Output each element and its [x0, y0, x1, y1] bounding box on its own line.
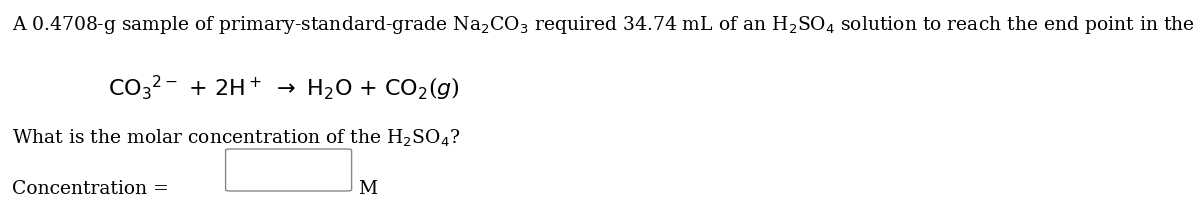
Text: What is the molar concentration of the H$_2$SO$_4$?: What is the molar concentration of the H…	[12, 128, 461, 149]
Text: Concentration =: Concentration =	[12, 180, 175, 198]
Text: A 0.4708-g sample of primary-standard-grade Na$_2$CO$_3$ required 34.74 mL of an: A 0.4708-g sample of primary-standard-gr…	[12, 14, 1200, 36]
FancyBboxPatch shape	[226, 149, 352, 191]
Text: $\mathrm{CO_3}^{2-}$ + $\mathrm{2H^+}$ $\rightarrow$ $\mathrm{H_2O}$ + $\mathrm{: $\mathrm{CO_3}^{2-}$ + $\mathrm{2H^+}$ $…	[108, 74, 460, 103]
Text: M: M	[358, 180, 377, 198]
